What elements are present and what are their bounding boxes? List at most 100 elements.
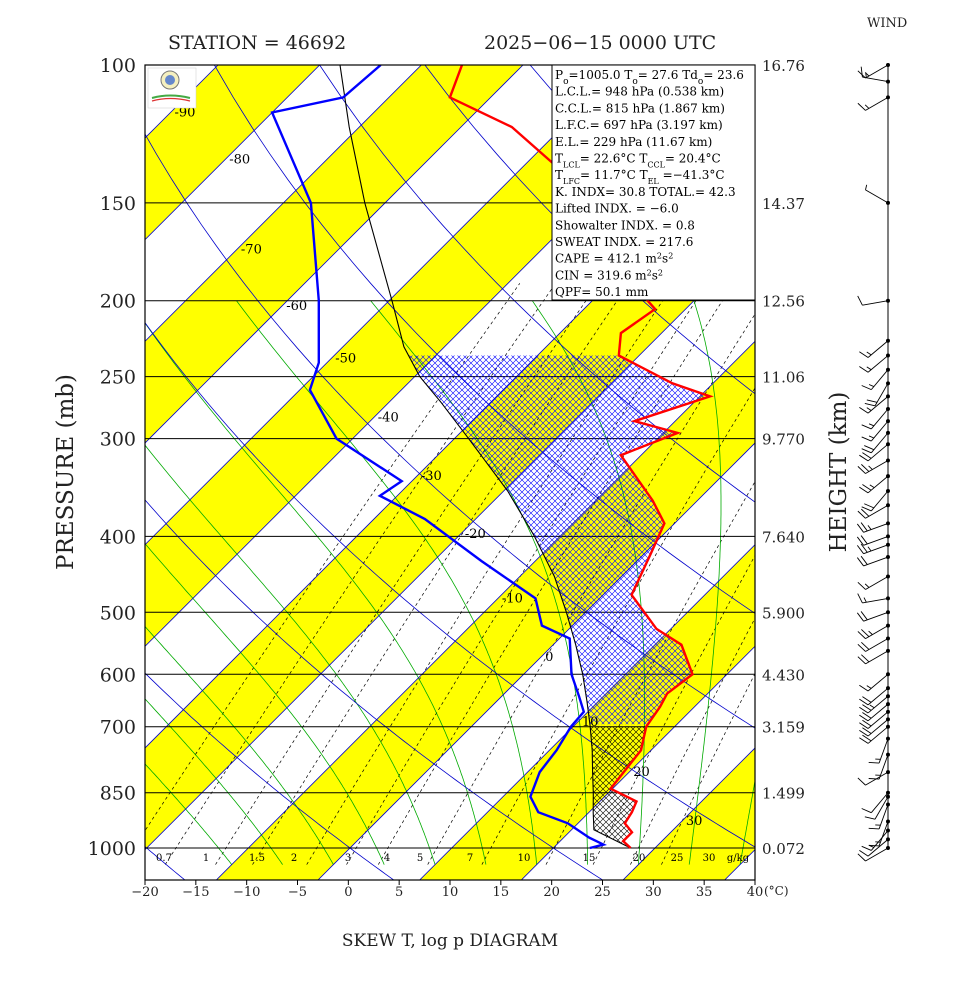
- parcel-curve: [339, 65, 631, 849]
- wind-barb-flag: [859, 366, 869, 373]
- wind-barb: [863, 535, 889, 546]
- isotherm-label: 10: [582, 715, 599, 730]
- wind-barb-flag: [861, 508, 870, 517]
- wind-barb: [865, 64, 889, 79]
- wind-barb-flag: [857, 70, 866, 79]
- wind-barb-flag: [868, 827, 880, 830]
- wind-barb-flag: [857, 581, 866, 590]
- chart-header: STATION = 46692 2025−06−15 0000 UTC WIND: [168, 16, 907, 54]
- y-axis-title: PRESSURE (mb): [53, 374, 79, 570]
- wind-barb: [865, 576, 889, 590]
- wind-barb-flag: [864, 402, 876, 407]
- mixing-ratio-label: 20: [633, 853, 646, 864]
- isotherm-line: [0, 29, 50, 880]
- wind-barb-flag: [859, 714, 869, 722]
- cin-area: [590, 726, 647, 845]
- wind-barb-flag: [857, 777, 866, 786]
- mixing-ratio-label: 5: [417, 853, 423, 864]
- wind-barb-flag: [867, 525, 872, 530]
- moist-adiabat-line: [145, 543, 385, 865]
- moist-adiabat-line: [145, 763, 233, 865]
- wind-barb-flag: [856, 545, 864, 554]
- index-lcl: L.C.L.= 948 hPa (0.538 km): [555, 85, 724, 99]
- x-tick-label: 40: [747, 885, 764, 900]
- wind-barb-flag: [861, 641, 870, 650]
- wind-barb-flag: [863, 597, 867, 603]
- wind-barb: [878, 821, 889, 847]
- mixing-ratio-label: 10: [518, 853, 531, 864]
- wind-barb-flag: [857, 853, 866, 862]
- mixing-ratio-line: [164, 283, 556, 865]
- mixing-ratio-label: 0.7: [156, 853, 172, 864]
- wind-barb: [865, 638, 889, 652]
- wind-barb: [863, 522, 889, 533]
- wind-barb-flag: [861, 654, 870, 663]
- pressure-axis: 100 150 200 250 300 400 500 600 700 850 1000: [88, 55, 136, 860]
- wind-barb-flag: [862, 696, 872, 703]
- wind-barb-flag: [857, 295, 863, 306]
- isotherm-label: -30: [421, 469, 442, 484]
- wind-barb: [870, 432, 889, 454]
- wind-barb-flag: [865, 184, 868, 190]
- wind-barb-flag: [860, 543, 868, 553]
- wind-barb-flag: [856, 612, 864, 622]
- station-label: STATION = 46692: [168, 32, 346, 54]
- wind-barb-flag: [857, 593, 863, 604]
- isotherm-label: -10: [502, 591, 523, 606]
- wind-barb: [870, 420, 889, 442]
- wind-barb-flag: [868, 384, 875, 387]
- wind-barb-flag: [861, 424, 872, 430]
- isotherm-label: -90: [174, 106, 195, 121]
- wind-barb: [874, 796, 889, 820]
- wind-barb: [865, 189, 889, 204]
- pressure-tick-label: 300: [100, 429, 136, 451]
- index-cin: CIN = 319.6 m2s2: [555, 268, 663, 283]
- dewpoint-curve: [270, 65, 607, 850]
- x-tick-label: 35: [696, 885, 713, 900]
- wind-barb-flag: [864, 72, 870, 77]
- isotherm-label: -20: [465, 527, 486, 542]
- index-showalter: Showalter INDX. = 0.8: [555, 218, 695, 232]
- wind-barb: [867, 443, 889, 462]
- wind-barb: [870, 792, 889, 813]
- wind-barb-flag: [868, 423, 875, 427]
- wind-barb-flag: [860, 611, 868, 621]
- moist-adiabat-line: [236, 300, 538, 865]
- mixing-ratio-label: 7: [467, 853, 473, 864]
- wind-barb: [878, 804, 889, 830]
- wind-barb-flag: [862, 452, 872, 459]
- mixing-ratio-label: 1.5: [249, 853, 265, 864]
- wind-barb-flag: [859, 737, 869, 744]
- wind-barb-flag: [866, 399, 878, 403]
- mixing-ratio-label: 15: [583, 853, 596, 864]
- wind-barb: [870, 490, 889, 512]
- y2-axis-title: HEIGHT (km): [826, 392, 852, 553]
- height-tick-label: 0.072: [762, 840, 805, 858]
- pressure-tick-label: 500: [100, 602, 136, 624]
- index-lfc: L.F.C.= 697 hPa (3.197 km): [555, 118, 723, 132]
- pressure-tick-label: 700: [100, 717, 136, 739]
- x-tick-label: 30: [645, 885, 662, 900]
- wind-barb: [867, 687, 889, 706]
- wind-barb-flag: [864, 583, 870, 588]
- wind-barb-flag: [869, 704, 875, 709]
- dry-adiabat-line: [145, 321, 755, 848]
- station-logo: [147, 67, 197, 109]
- mixing-ratio-label: 4: [384, 853, 390, 864]
- wind-barb-column: [856, 63, 890, 862]
- wind-barb: [865, 97, 889, 111]
- wind-barb-flag: [859, 351, 869, 358]
- wind-barb: [867, 673, 889, 692]
- x-tick-label: 10: [442, 885, 459, 900]
- dry-adiabat-line: [145, 672, 395, 880]
- wind-barb: [867, 703, 889, 722]
- wind-barb-flag: [864, 445, 875, 451]
- x-tick-label: −20: [131, 885, 158, 900]
- index-cape: CAPE = 412.1 m2s2: [555, 251, 673, 266]
- wind-barb-flag: [859, 849, 869, 857]
- wind-barb-flag: [857, 102, 866, 111]
- dry-adiabat-line: [424, 65, 755, 395]
- wind-barb-flag: [861, 808, 872, 814]
- wind-label: WIND: [867, 16, 907, 31]
